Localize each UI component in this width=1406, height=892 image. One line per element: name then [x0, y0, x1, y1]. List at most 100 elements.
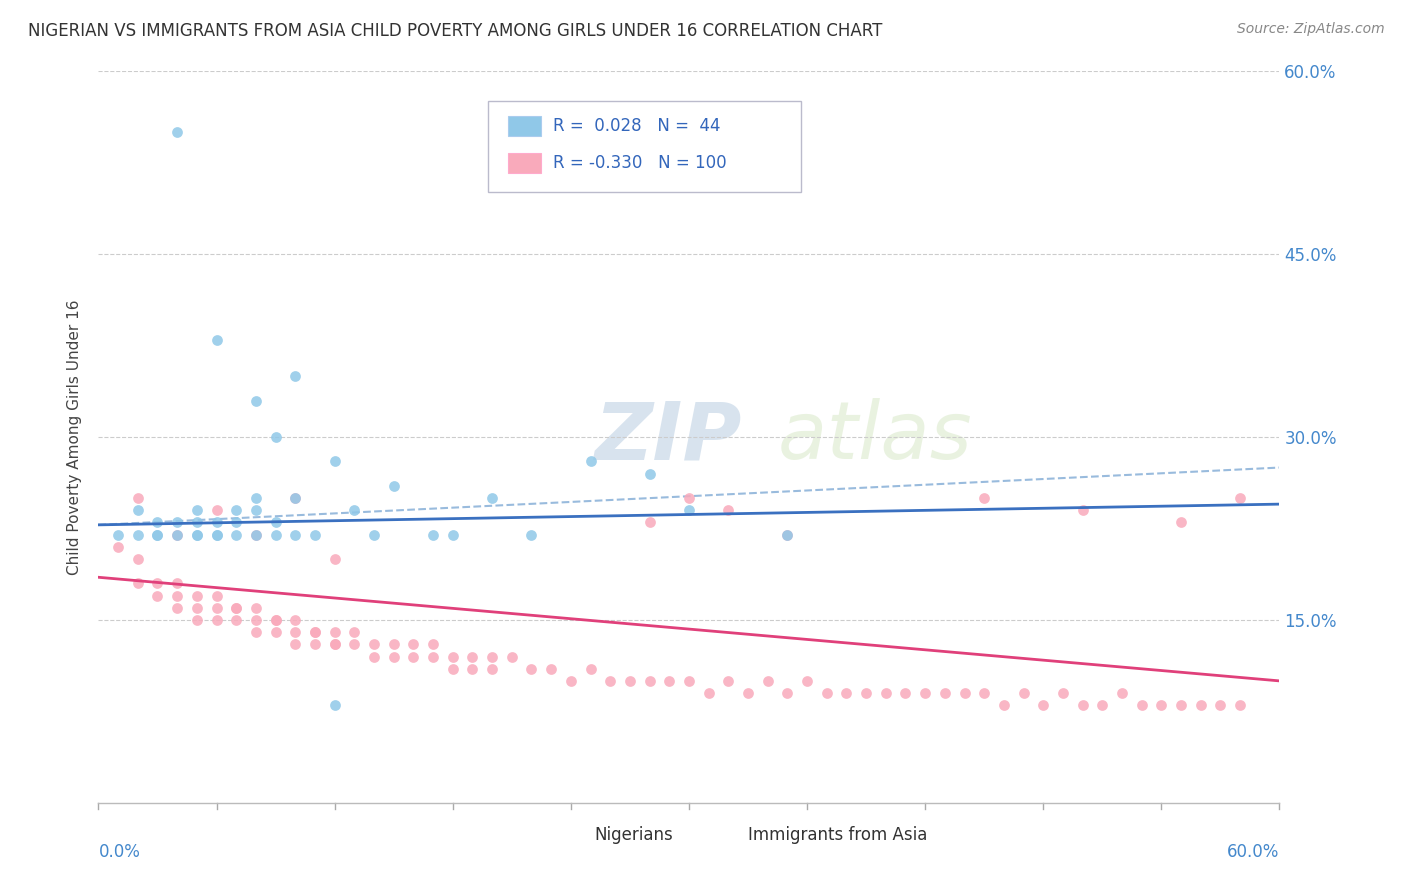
Point	[697, 686, 720, 700]
Point	[1012, 686, 1035, 700]
Point	[540, 662, 562, 676]
Point	[264, 613, 287, 627]
Point	[993, 698, 1015, 713]
Point	[304, 637, 326, 651]
Point	[1130, 698, 1153, 713]
Point	[638, 673, 661, 688]
Point	[1229, 491, 1251, 505]
Point	[1032, 698, 1054, 713]
Point	[225, 600, 247, 615]
Point	[146, 589, 169, 603]
FancyBboxPatch shape	[723, 827, 744, 843]
Point	[855, 686, 877, 700]
Point	[205, 527, 228, 541]
Text: 60.0%: 60.0%	[1227, 843, 1279, 861]
Point	[205, 600, 228, 615]
Point	[166, 125, 188, 139]
Point	[245, 527, 267, 541]
Point	[245, 613, 267, 627]
Point	[441, 527, 464, 541]
Point	[127, 576, 149, 591]
Point	[127, 527, 149, 541]
Point	[422, 649, 444, 664]
Point	[205, 516, 228, 530]
Point	[146, 527, 169, 541]
Point	[619, 673, 641, 688]
Point	[284, 491, 307, 505]
Point	[284, 637, 307, 651]
Point	[304, 625, 326, 640]
Point	[166, 527, 188, 541]
Point	[343, 637, 366, 651]
Point	[127, 503, 149, 517]
Point	[186, 527, 208, 541]
Y-axis label: Child Poverty Among Girls Under 16: Child Poverty Among Girls Under 16	[67, 300, 83, 574]
Point	[205, 333, 228, 347]
Point	[166, 600, 188, 615]
Point	[1229, 698, 1251, 713]
Point	[1111, 686, 1133, 700]
Text: Immigrants from Asia: Immigrants from Asia	[748, 826, 928, 844]
Point	[205, 589, 228, 603]
Point	[284, 613, 307, 627]
Point	[323, 637, 346, 651]
Point	[186, 527, 208, 541]
Point	[146, 527, 169, 541]
Point	[638, 467, 661, 481]
Point	[146, 576, 169, 591]
Point	[776, 527, 799, 541]
Text: R =  0.028   N =  44: R = 0.028 N = 44	[553, 117, 721, 136]
Point	[520, 662, 543, 676]
Point	[481, 491, 503, 505]
Point	[245, 527, 267, 541]
Point	[402, 649, 425, 664]
Point	[264, 527, 287, 541]
Point	[973, 491, 995, 505]
Point	[1071, 503, 1094, 517]
Point	[441, 662, 464, 676]
Point	[973, 686, 995, 700]
Point	[323, 552, 346, 566]
Point	[776, 686, 799, 700]
Point	[343, 503, 366, 517]
Point	[1091, 698, 1114, 713]
Point	[875, 686, 897, 700]
Point	[107, 527, 129, 541]
Point	[441, 649, 464, 664]
Point	[323, 454, 346, 468]
Point	[382, 479, 405, 493]
Point	[264, 516, 287, 530]
Point	[560, 673, 582, 688]
Point	[422, 527, 444, 541]
Point	[186, 503, 208, 517]
Point	[796, 673, 818, 688]
Point	[1170, 516, 1192, 530]
Point	[363, 527, 385, 541]
Point	[166, 516, 188, 530]
Point	[205, 527, 228, 541]
Point	[205, 613, 228, 627]
Point	[776, 527, 799, 541]
Point	[205, 503, 228, 517]
Point	[225, 527, 247, 541]
FancyBboxPatch shape	[508, 116, 541, 136]
Point	[1189, 698, 1212, 713]
FancyBboxPatch shape	[508, 153, 541, 173]
Point	[225, 613, 247, 627]
Point	[264, 430, 287, 444]
Point	[382, 637, 405, 651]
Point	[382, 649, 405, 664]
Text: atlas: atlas	[778, 398, 973, 476]
Point	[579, 454, 602, 468]
Text: R = -0.330   N = 100: R = -0.330 N = 100	[553, 153, 727, 172]
Point	[638, 516, 661, 530]
Point	[501, 649, 523, 664]
FancyBboxPatch shape	[568, 827, 589, 843]
Point	[678, 491, 700, 505]
Point	[225, 516, 247, 530]
Text: 0.0%: 0.0%	[98, 843, 141, 861]
Point	[894, 686, 917, 700]
Point	[284, 491, 307, 505]
Point	[186, 613, 208, 627]
Point	[245, 600, 267, 615]
